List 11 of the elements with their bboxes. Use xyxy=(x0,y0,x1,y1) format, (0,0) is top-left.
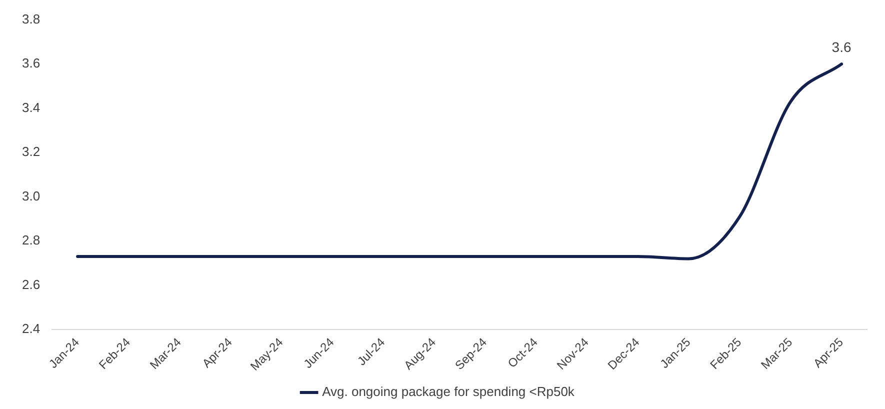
y-tick-label: 3.8 xyxy=(22,11,40,26)
y-tick-label: 3.2 xyxy=(22,144,40,160)
y-tick-label: 2.8 xyxy=(22,232,40,248)
y-tick-label: 3.0 xyxy=(22,188,40,204)
y-tick-label: 3.6 xyxy=(22,56,40,71)
line-series xyxy=(76,62,844,260)
data-label: 3.6 xyxy=(832,38,852,55)
y-tick-label: 2.6 xyxy=(22,276,40,292)
y-tick-label: 3.4 xyxy=(22,100,40,115)
y-tick-label: 2.4 xyxy=(22,321,40,336)
legend-label: Avg. ongoing package for spending <Rp50k xyxy=(322,384,575,400)
